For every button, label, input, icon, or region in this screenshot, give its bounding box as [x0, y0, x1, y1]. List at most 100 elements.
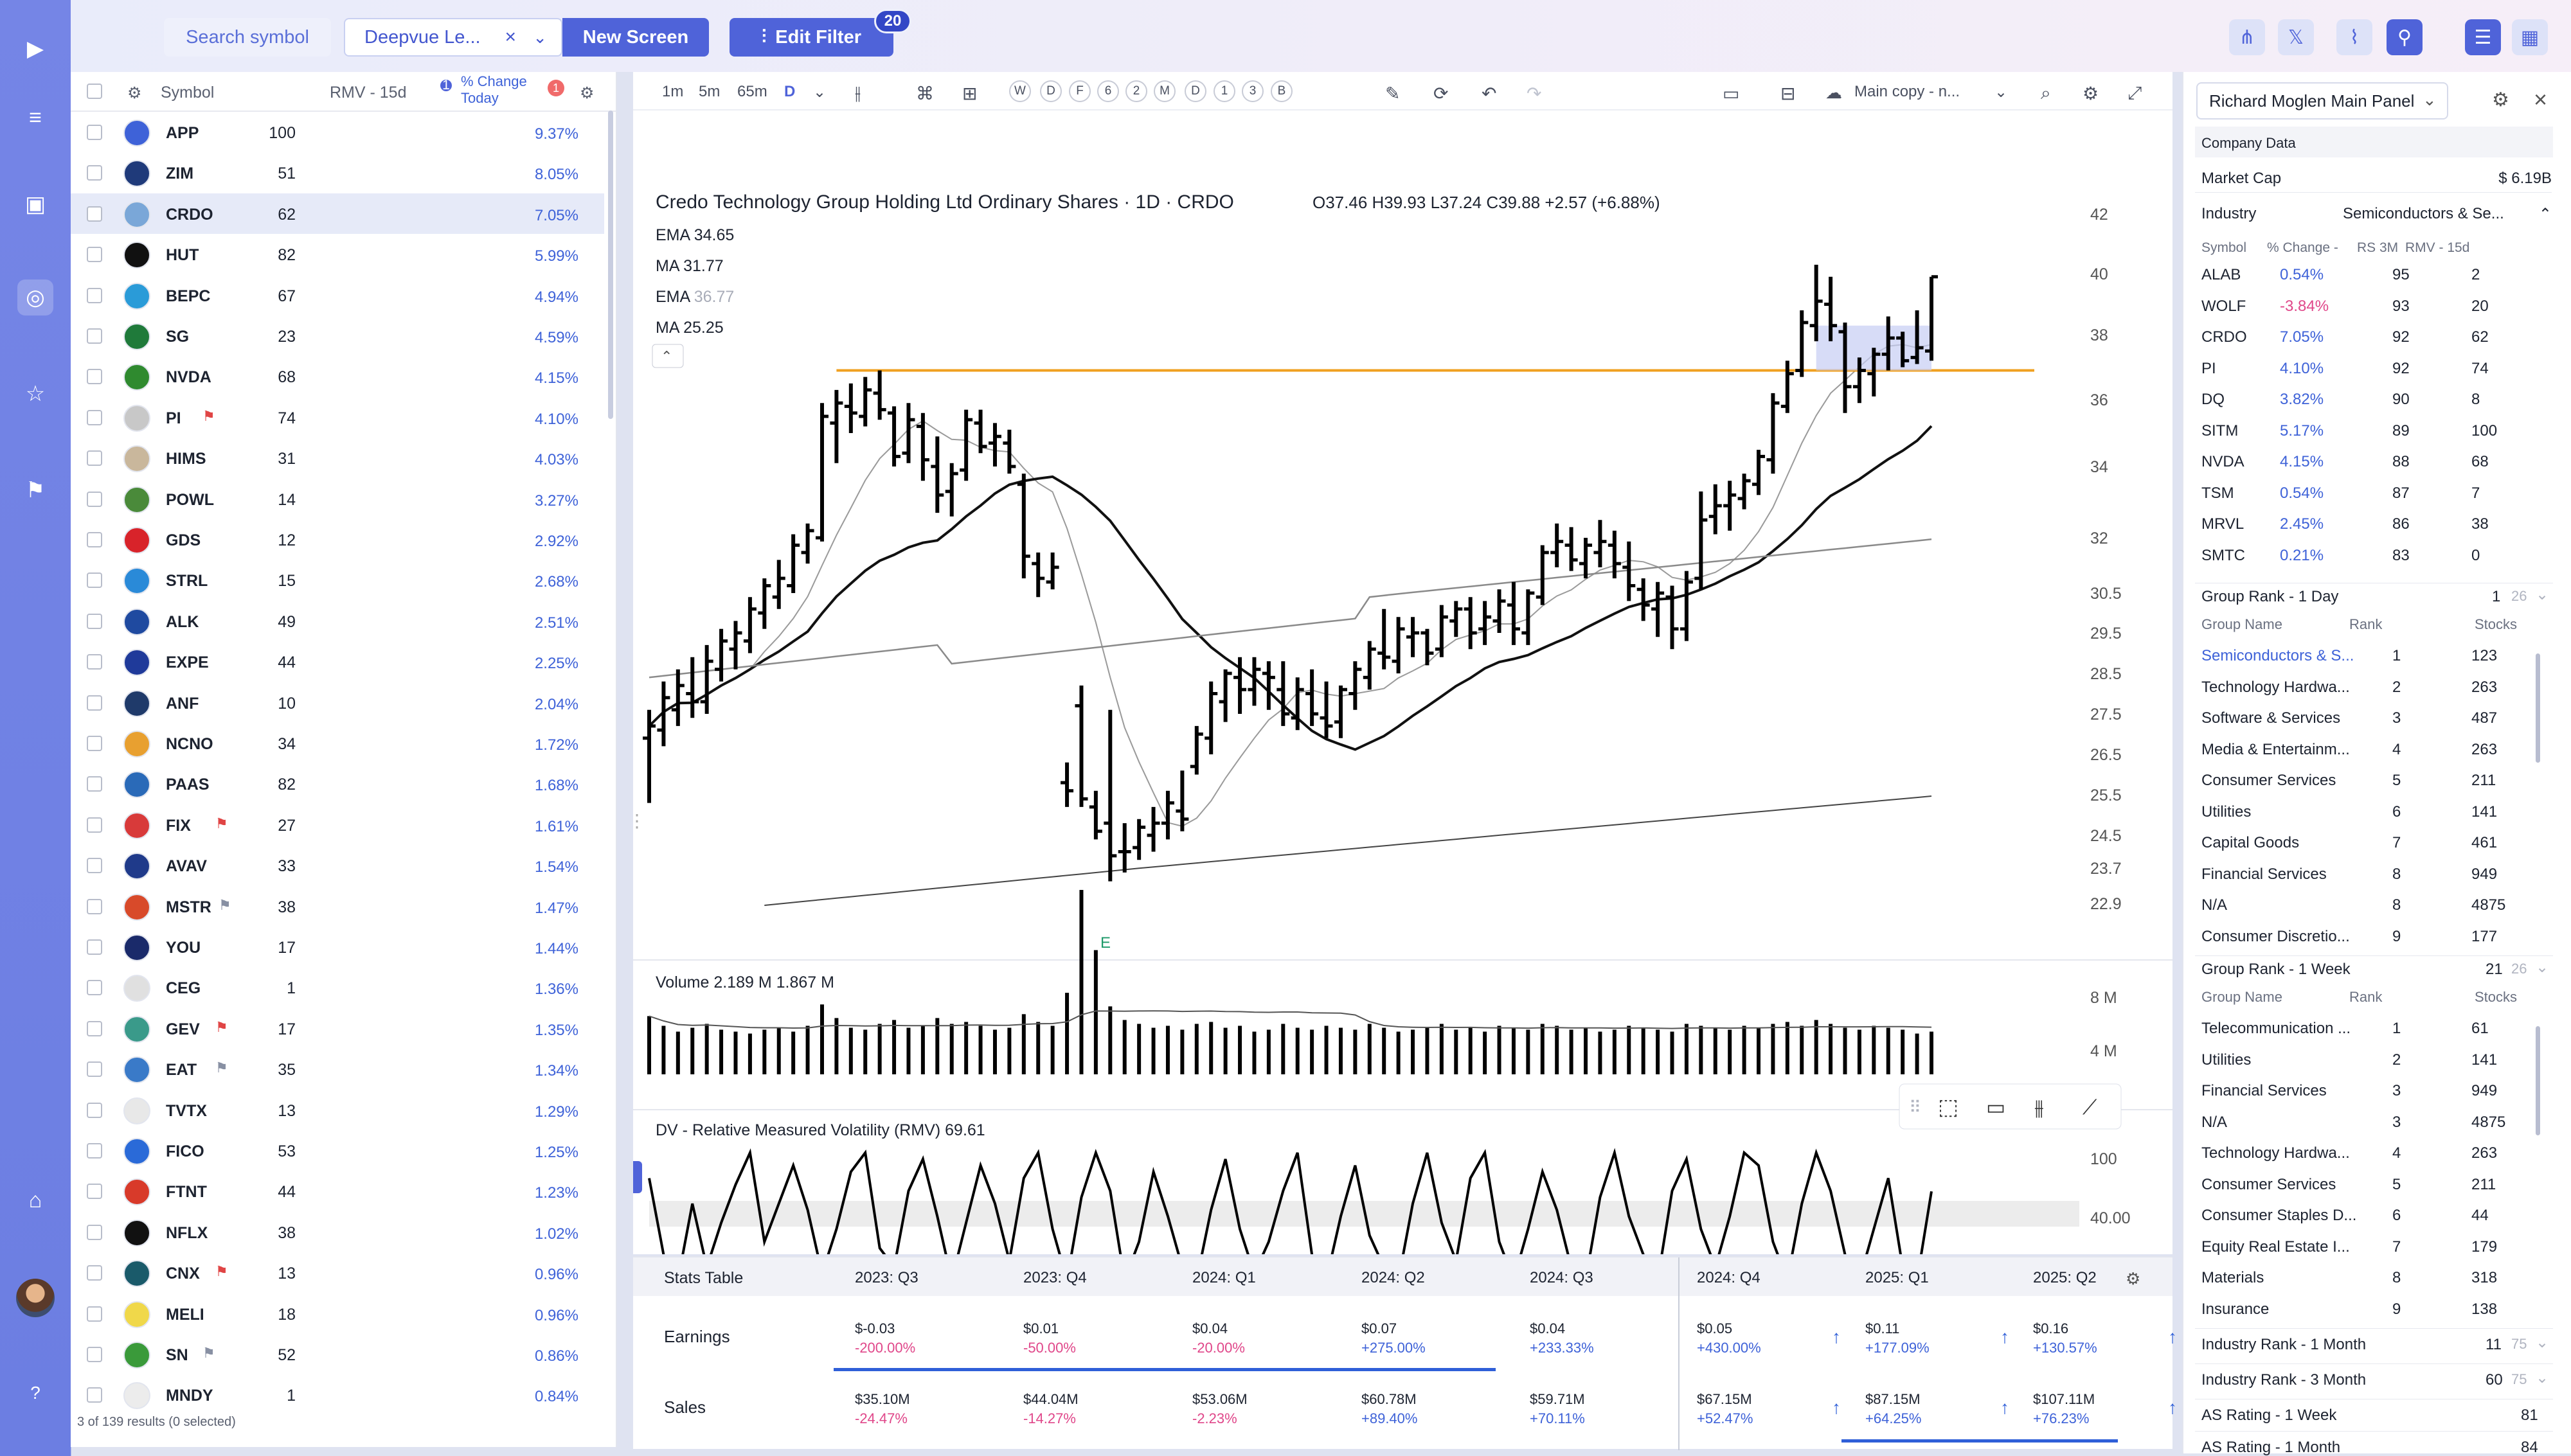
watchlist-row[interactable]: YOU 17 1.44% — [71, 927, 604, 967]
watchlist-row[interactable]: MSTR ⚑ 38 1.47% — [71, 886, 604, 927]
flag-icon[interactable]: ⚑ — [215, 1060, 228, 1076]
templates-icon[interactable]: ⊞ — [962, 84, 978, 103]
row-symbol[interactable]: NFLX — [166, 1223, 208, 1242]
watchlist-row[interactable]: SG 23 4.59% — [71, 315, 604, 356]
watchlist-row[interactable]: HUT 82 5.99% — [71, 234, 604, 274]
flag-icon[interactable]: ⚑ — [219, 896, 231, 913]
share-icon[interactable]: ⋔ — [2229, 19, 2265, 55]
stats-settings-icon[interactable]: ⚙ — [2126, 1269, 2141, 1288]
watchlist-row[interactable]: ALK 49 2.51% — [71, 601, 604, 641]
watchlist-row[interactable]: NCNO 34 1.72% — [71, 723, 604, 763]
chevron-down-icon[interactable]: ⌄ — [2536, 1334, 2549, 1351]
layout-icon[interactable]: ▣ — [24, 192, 46, 217]
redo-icon[interactable]: ↷ — [1527, 84, 1542, 103]
period-button[interactable]: 2 — [1125, 80, 1147, 102]
row-checkbox[interactable] — [87, 532, 102, 547]
resize-handle-icon[interactable]: ⋮ — [633, 811, 646, 831]
layout-name[interactable]: Main copy - n... — [1854, 83, 1960, 100]
chevron-up-icon[interactable]: ⌃ — [2538, 206, 2552, 223]
row-checkbox[interactable] — [87, 695, 102, 711]
row-checkbox[interactable] — [87, 206, 102, 222]
trendline-tool-icon[interactable]: ⟋ — [2083, 1096, 2097, 1119]
learn-icon[interactable]: ⌂ — [28, 1187, 42, 1212]
row-symbol[interactable]: HUT — [166, 246, 199, 265]
flag-icon[interactable]: ⚑ — [215, 1263, 228, 1280]
row-symbol[interactable]: POWL — [166, 490, 214, 509]
group-col-header[interactable]: Rank — [2349, 616, 2383, 632]
close-icon[interactable]: × — [2534, 86, 2548, 112]
row-symbol[interactable]: STRL — [166, 572, 208, 590]
chevron-down-icon[interactable]: ⌄ — [813, 84, 827, 101]
drag-handle-icon[interactable]: ⠿ — [1909, 1097, 1921, 1117]
peer-symbol[interactable]: SITM — [2201, 422, 2239, 439]
peer-symbol[interactable]: PI — [2201, 359, 2216, 377]
group-name[interactable]: Materials — [2201, 1269, 2264, 1286]
rank-row[interactable] — [2195, 1328, 2553, 1362]
watchlist-row[interactable]: GEV ⚑ 17 1.35% — [71, 1008, 604, 1049]
watchlist-row[interactable]: POWL 14 3.27% — [71, 479, 604, 519]
watchlist-star-icon[interactable]: ☆ — [25, 382, 46, 406]
watchlist-row[interactable]: AVAV 33 1.54% — [71, 845, 604, 885]
row-symbol[interactable]: TVTX — [166, 1101, 207, 1120]
watchlist-row[interactable]: APP 100 9.37% — [71, 112, 604, 152]
scrollbar[interactable] — [2536, 1026, 2540, 1135]
zoom-icon[interactable]: ⌕ — [2041, 83, 2051, 103]
group-name[interactable]: Insurance — [2201, 1300, 2270, 1318]
watchlist-row[interactable]: FICO 53 1.25% — [71, 1130, 604, 1171]
watchlist-row[interactable]: EAT ⚑ 35 1.34% — [71, 1049, 604, 1089]
row-checkbox[interactable] — [87, 247, 102, 263]
group-rank-header[interactable] — [2195, 583, 2553, 611]
logo-icon[interactable]: ▶ — [26, 37, 44, 61]
period-button[interactable]: M — [1154, 80, 1176, 102]
watchlist-row[interactable]: GDS 12 2.92% — [71, 519, 604, 560]
row-symbol[interactable]: APP — [166, 124, 199, 142]
period-button[interactable]: D — [1040, 80, 1062, 102]
person-icon[interactable]: ⚲ — [2387, 19, 2423, 55]
row-checkbox[interactable] — [87, 980, 102, 996]
period-button[interactable]: 3 — [1242, 80, 1264, 102]
row-symbol[interactable]: YOU — [166, 939, 201, 957]
row-checkbox[interactable] — [87, 573, 102, 589]
row-symbol[interactable]: PI — [166, 409, 181, 427]
group-col-header[interactable]: Group Name — [2201, 616, 2282, 632]
row-symbol[interactable]: GDS — [166, 531, 201, 549]
watchlist-row[interactable]: MELI 18 0.96% — [71, 1293, 604, 1334]
period-button[interactable]: 6 — [1097, 80, 1119, 102]
avatar[interactable] — [16, 1279, 55, 1317]
chevron-down-icon[interactable]: ⌄ — [533, 27, 547, 47]
row-checkbox[interactable] — [87, 1143, 102, 1159]
chart-settings-icon[interactable]: ⚙ — [2083, 84, 2099, 103]
watchlist-row[interactable]: CRDO 62 7.05% — [71, 193, 604, 235]
interval-1m[interactable]: 1m — [662, 83, 684, 100]
row-symbol[interactable]: EXPE — [166, 653, 209, 672]
peer-header[interactable]: RMV - 15d — [2405, 240, 2470, 255]
group-name[interactable]: Consumer Services — [2201, 772, 2336, 789]
chevron-down-icon[interactable]: ⌄ — [2536, 1369, 2549, 1387]
calendar-icon[interactable]: ▭ — [1723, 84, 1740, 103]
peer-header[interactable]: % Change - — [2267, 240, 2338, 255]
group-name[interactable]: Consumer Services — [2201, 1175, 2336, 1193]
row-checkbox[interactable] — [87, 858, 102, 874]
group-name[interactable]: Software & Services — [2201, 709, 2341, 727]
interval-5m[interactable]: 5m — [699, 83, 721, 100]
interval-65m[interactable]: 65m — [737, 83, 767, 100]
col-symbol[interactable]: Symbol — [161, 84, 215, 102]
row-symbol[interactable]: FTNT — [166, 1183, 207, 1202]
screen-select[interactable]: Deepvue Le... × ⌄ — [344, 18, 562, 57]
candle-tool-icon[interactable]: ⫵ — [2034, 1096, 2044, 1119]
alerts-icon[interactable]: ⚑ — [25, 478, 46, 502]
chevron-down-icon[interactable]: ⌄ — [2536, 959, 2549, 976]
watchlist-row[interactable]: PAAS 82 1.68% — [71, 763, 604, 804]
row-checkbox[interactable] — [87, 1347, 102, 1362]
row-symbol[interactable]: EAT — [166, 1061, 197, 1079]
col-change[interactable]: % Change Today — [461, 73, 527, 106]
rank-row[interactable] — [2195, 1399, 2553, 1432]
peer-symbol[interactable]: TSM — [2201, 484, 2234, 502]
row-symbol[interactable]: AVAV — [166, 857, 207, 876]
period-button[interactable]: D — [1185, 80, 1206, 102]
watchlist-row[interactable]: BEPC 67 4.94% — [71, 275, 604, 315]
group-name[interactable]: Financial Services — [2201, 865, 2327, 883]
group-name[interactable]: Capital Goods — [2201, 834, 2300, 851]
row-checkbox[interactable] — [87, 1265, 102, 1281]
group-rank-header[interactable] — [2195, 955, 2553, 984]
